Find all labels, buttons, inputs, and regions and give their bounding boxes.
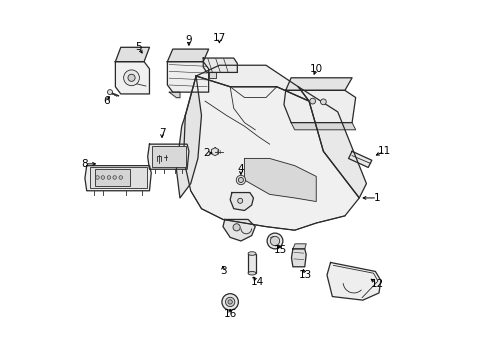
Circle shape bbox=[119, 176, 122, 179]
Circle shape bbox=[266, 233, 282, 249]
Polygon shape bbox=[85, 166, 151, 191]
Polygon shape bbox=[183, 76, 359, 230]
Text: 14: 14 bbox=[250, 277, 263, 287]
Circle shape bbox=[238, 177, 243, 183]
Polygon shape bbox=[167, 62, 208, 92]
Circle shape bbox=[270, 236, 279, 246]
Ellipse shape bbox=[247, 271, 255, 275]
Circle shape bbox=[107, 90, 112, 95]
Text: 4: 4 bbox=[237, 164, 244, 174]
Bar bbox=[152, 146, 185, 167]
Circle shape bbox=[123, 70, 139, 86]
Text: 1: 1 bbox=[373, 193, 380, 203]
Text: 12: 12 bbox=[370, 279, 383, 289]
Text: 9: 9 bbox=[185, 35, 192, 45]
Polygon shape bbox=[284, 90, 355, 123]
Polygon shape bbox=[203, 58, 237, 72]
Text: 6: 6 bbox=[103, 96, 109, 106]
Polygon shape bbox=[115, 47, 149, 62]
Text: 10: 10 bbox=[309, 64, 322, 74]
Ellipse shape bbox=[247, 252, 255, 255]
Polygon shape bbox=[208, 72, 215, 78]
Text: 3: 3 bbox=[219, 266, 226, 276]
Circle shape bbox=[96, 176, 99, 179]
Circle shape bbox=[309, 98, 315, 104]
Text: 13: 13 bbox=[298, 270, 311, 280]
Polygon shape bbox=[115, 62, 149, 94]
Bar bbox=[90, 167, 147, 188]
Polygon shape bbox=[211, 148, 218, 156]
Text: 16: 16 bbox=[223, 310, 236, 319]
Polygon shape bbox=[348, 151, 371, 167]
Text: 8: 8 bbox=[81, 159, 88, 169]
Bar bbox=[94, 169, 130, 186]
Text: 5: 5 bbox=[135, 42, 142, 52]
Text: 7: 7 bbox=[159, 129, 165, 138]
Polygon shape bbox=[298, 87, 366, 198]
Polygon shape bbox=[230, 193, 253, 211]
Text: 15: 15 bbox=[273, 245, 286, 255]
Polygon shape bbox=[176, 76, 201, 198]
Polygon shape bbox=[167, 49, 208, 62]
Circle shape bbox=[237, 198, 242, 203]
Polygon shape bbox=[290, 123, 355, 130]
Text: 2: 2 bbox=[203, 148, 210, 158]
Polygon shape bbox=[291, 249, 305, 267]
Circle shape bbox=[227, 300, 232, 304]
Circle shape bbox=[236, 175, 245, 185]
Polygon shape bbox=[196, 65, 308, 101]
Polygon shape bbox=[169, 92, 180, 98]
Circle shape bbox=[225, 297, 234, 307]
Bar bbox=[247, 253, 255, 273]
Circle shape bbox=[107, 176, 110, 179]
Circle shape bbox=[128, 74, 135, 81]
Polygon shape bbox=[292, 244, 305, 249]
Circle shape bbox=[222, 294, 238, 310]
Text: 17: 17 bbox=[212, 33, 225, 43]
Circle shape bbox=[113, 176, 116, 179]
Circle shape bbox=[233, 224, 240, 231]
Polygon shape bbox=[285, 78, 351, 90]
Polygon shape bbox=[223, 220, 255, 241]
Polygon shape bbox=[326, 262, 380, 300]
Circle shape bbox=[101, 176, 104, 179]
Text: 11: 11 bbox=[377, 146, 390, 156]
Polygon shape bbox=[244, 158, 316, 202]
Polygon shape bbox=[147, 144, 188, 169]
Circle shape bbox=[320, 99, 325, 105]
